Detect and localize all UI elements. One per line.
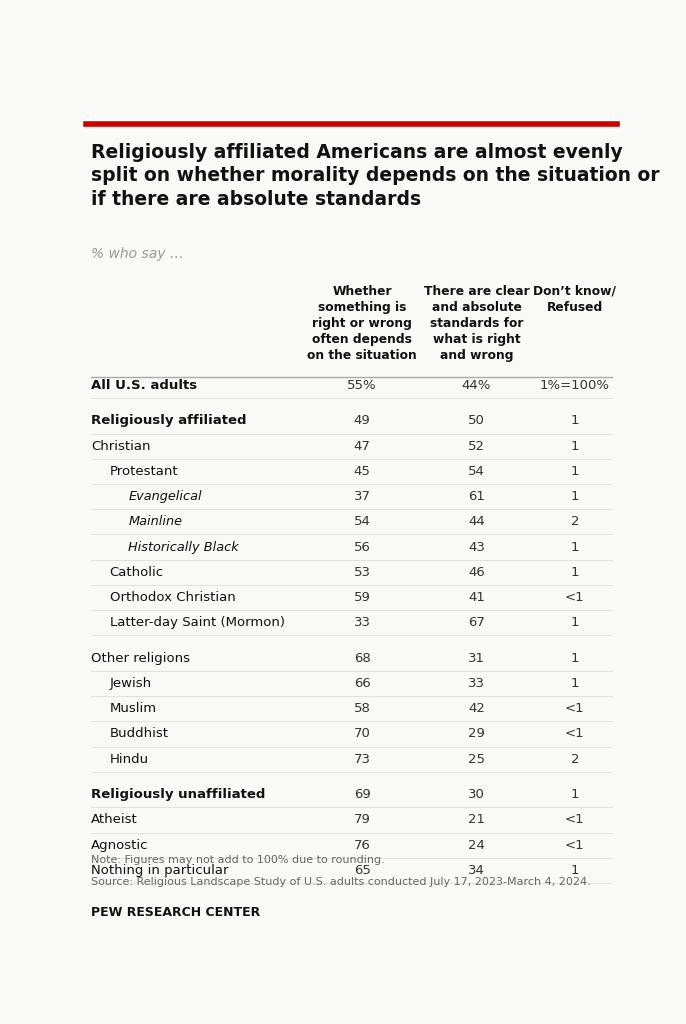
Text: 34: 34 [468,864,485,877]
Text: Buddhist: Buddhist [110,727,169,740]
Text: 68: 68 [354,651,370,665]
Text: Latter-day Saint (Mormon): Latter-day Saint (Mormon) [110,616,285,630]
Text: 33: 33 [354,616,370,630]
Text: All U.S. adults: All U.S. adults [91,379,197,392]
Text: Nothing in particular: Nothing in particular [91,864,228,877]
Text: <1: <1 [565,727,584,740]
Text: Religiously affiliated Americans are almost evenly
split on whether morality dep: Religiously affiliated Americans are alm… [91,142,660,209]
Text: 49: 49 [354,415,370,427]
Text: Catholic: Catholic [110,566,164,579]
Text: Orthodox Christian: Orthodox Christian [110,591,235,604]
Text: Muslim: Muslim [110,702,157,715]
Text: Religiously unaffiliated: Religiously unaffiliated [91,788,265,801]
Text: 69: 69 [354,788,370,801]
Text: 45: 45 [354,465,370,478]
Text: 21: 21 [468,813,485,826]
Text: 50: 50 [468,415,485,427]
Text: Agnostic: Agnostic [91,839,149,852]
Text: 2: 2 [571,515,579,528]
Text: 59: 59 [354,591,370,604]
Text: Note: Figures may not add to 100% due to rounding.: Note: Figures may not add to 100% due to… [91,855,385,864]
Text: Mainline: Mainline [128,515,182,528]
Text: 58: 58 [354,702,370,715]
Text: 55%: 55% [347,379,377,392]
Text: <1: <1 [565,813,584,826]
Text: 73: 73 [354,753,370,766]
Text: 66: 66 [354,677,370,690]
Text: 1: 1 [571,490,579,503]
Text: 42: 42 [468,702,485,715]
Text: 79: 79 [354,813,370,826]
Text: There are clear
and absolute
standards for
what is right
and wrong: There are clear and absolute standards f… [424,285,530,361]
Text: 1: 1 [571,788,579,801]
Text: 56: 56 [354,541,370,554]
Text: 43: 43 [468,541,485,554]
Text: Hindu: Hindu [110,753,149,766]
Text: 65: 65 [354,864,370,877]
Text: 67: 67 [468,616,485,630]
Text: 31: 31 [468,651,485,665]
Text: Source: Religious Landscape Study of U.S. adults conducted July 17, 2023-March 4: Source: Religious Landscape Study of U.S… [91,877,591,887]
Text: <1: <1 [565,591,584,604]
Text: Religiously affiliated: Religiously affiliated [91,415,246,427]
Text: Jewish: Jewish [110,677,152,690]
Text: Christian: Christian [91,439,150,453]
Text: 33: 33 [468,677,485,690]
Text: 41: 41 [468,591,485,604]
Text: 24: 24 [468,839,485,852]
Text: <1: <1 [565,839,584,852]
Text: 44%: 44% [462,379,491,392]
Text: 1: 1 [571,415,579,427]
Text: Whether
something is
right or wrong
often depends
on the situation: Whether something is right or wrong ofte… [307,285,417,361]
Text: 1: 1 [571,677,579,690]
Text: Evangelical: Evangelical [128,490,202,503]
Text: 29: 29 [468,727,485,740]
Text: 1: 1 [571,465,579,478]
Text: 1: 1 [571,566,579,579]
Text: <1: <1 [565,702,584,715]
Text: 1: 1 [571,616,579,630]
Text: 2: 2 [571,753,579,766]
Text: 1: 1 [571,864,579,877]
Text: 30: 30 [468,788,485,801]
Text: Historically Black: Historically Black [128,541,239,554]
Text: PEW RESEARCH CENTER: PEW RESEARCH CENTER [91,906,260,919]
Text: 46: 46 [468,566,485,579]
Text: 70: 70 [354,727,370,740]
Text: 1: 1 [571,541,579,554]
Text: 44: 44 [468,515,485,528]
Text: 76: 76 [354,839,370,852]
Text: Protestant: Protestant [110,465,178,478]
Text: 54: 54 [468,465,485,478]
Text: 54: 54 [354,515,370,528]
Text: Don’t know/
Refused: Don’t know/ Refused [534,285,616,313]
Text: 61: 61 [468,490,485,503]
Text: 25: 25 [468,753,485,766]
Text: 1: 1 [571,439,579,453]
Text: 1: 1 [571,651,579,665]
Text: Other religions: Other religions [91,651,190,665]
Text: 1%=100%: 1%=100% [540,379,610,392]
Text: 37: 37 [354,490,370,503]
Text: 53: 53 [354,566,370,579]
Text: 52: 52 [468,439,485,453]
Text: % who say …: % who say … [91,247,184,261]
Text: 47: 47 [354,439,370,453]
Text: Atheist: Atheist [91,813,138,826]
